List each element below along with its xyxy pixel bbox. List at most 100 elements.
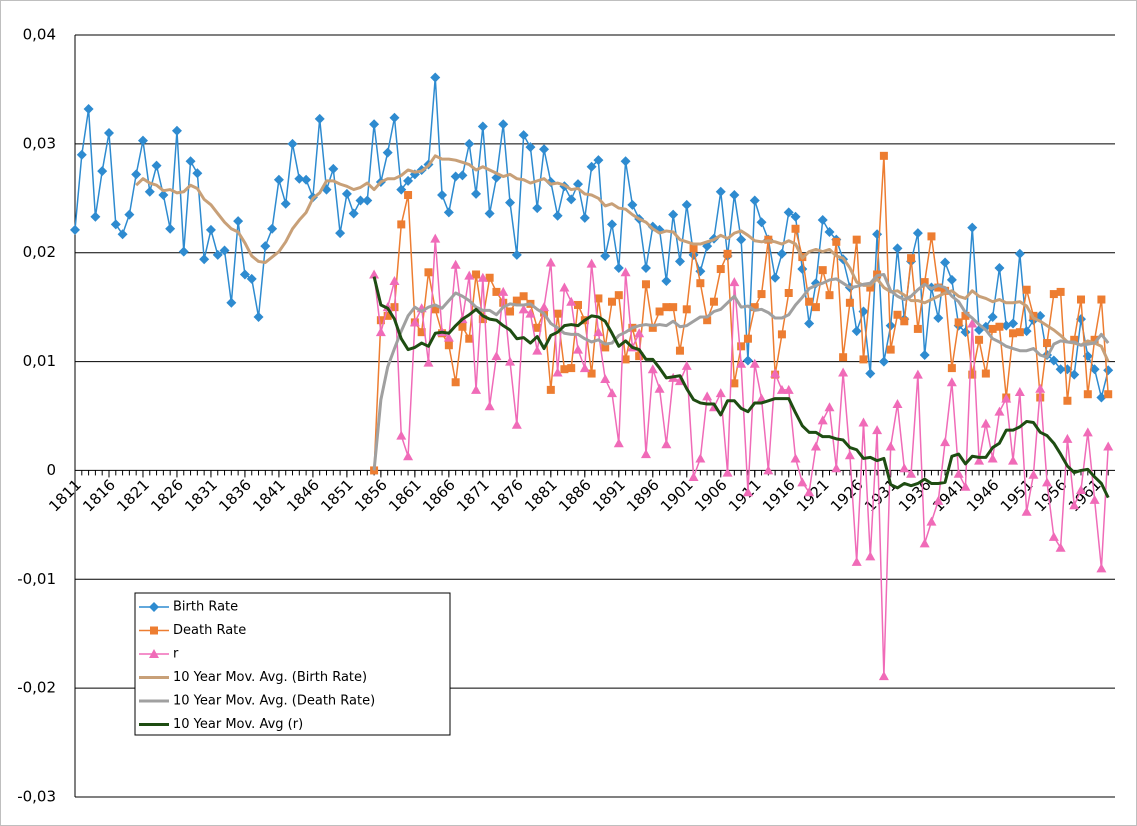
y-tick-label: 0,04: [23, 26, 56, 44]
marker: [737, 342, 746, 351]
marker: [790, 211, 801, 222]
marker: [273, 174, 284, 185]
marker: [226, 297, 237, 308]
marker: [376, 316, 385, 325]
marker: [185, 156, 196, 167]
marker: [383, 311, 392, 320]
marker: [199, 254, 210, 265]
marker: [607, 297, 616, 306]
marker: [471, 188, 482, 199]
marker: [593, 327, 604, 337]
marker: [375, 327, 386, 337]
marker: [567, 364, 576, 373]
marker: [389, 276, 400, 286]
marker: [1089, 494, 1100, 504]
marker: [994, 406, 1005, 416]
marker: [149, 602, 159, 612]
marker: [477, 272, 488, 282]
marker: [1035, 310, 1046, 321]
marker: [655, 307, 664, 316]
marker: [144, 186, 155, 197]
marker: [926, 516, 937, 526]
marker: [566, 296, 577, 306]
marker: [579, 212, 590, 223]
marker: [1083, 390, 1092, 399]
marker: [151, 160, 162, 171]
marker: [621, 355, 630, 364]
marker: [669, 303, 678, 312]
marker: [681, 360, 692, 370]
marker: [478, 315, 487, 324]
marker: [729, 190, 740, 201]
marker: [742, 355, 753, 366]
marker: [919, 538, 930, 548]
marker: [818, 266, 827, 275]
marker: [1103, 441, 1114, 451]
marker: [912, 228, 923, 239]
marker: [397, 220, 406, 229]
marker: [953, 468, 964, 478]
marker: [675, 346, 684, 355]
marker: [499, 298, 508, 307]
marker: [552, 367, 563, 377]
marker: [620, 267, 631, 277]
marker: [919, 350, 930, 361]
marker: [97, 166, 108, 177]
marker: [165, 223, 176, 234]
marker: [933, 313, 944, 324]
marker: [709, 297, 718, 306]
marker: [369, 119, 380, 130]
marker: [90, 211, 101, 222]
marker: [661, 439, 672, 449]
marker: [811, 303, 820, 312]
marker: [878, 356, 889, 367]
marker: [512, 296, 521, 305]
marker: [423, 357, 434, 367]
marker: [852, 235, 861, 244]
marker: [1048, 355, 1059, 366]
marker: [831, 463, 842, 473]
marker: [472, 270, 481, 279]
marker: [994, 262, 1005, 273]
marker: [409, 317, 420, 327]
y-tick-label: 0: [46, 461, 56, 479]
marker: [492, 287, 501, 296]
marker: [574, 300, 583, 309]
marker: [1009, 329, 1018, 338]
marker: [579, 363, 590, 373]
legend-label: Death Rate: [173, 623, 246, 638]
marker: [613, 262, 624, 273]
marker: [539, 302, 550, 312]
marker: [484, 401, 495, 411]
marker: [205, 224, 216, 235]
marker: [518, 130, 529, 141]
marker: [1049, 290, 1058, 299]
marker: [1069, 369, 1080, 380]
marker: [519, 292, 528, 301]
marker: [443, 332, 454, 342]
marker: [70, 224, 80, 235]
marker: [1021, 326, 1032, 337]
marker: [988, 324, 997, 333]
marker: [431, 305, 440, 314]
marker: [635, 352, 644, 361]
marker: [110, 219, 121, 230]
marker: [981, 369, 990, 378]
marker: [913, 324, 922, 333]
marker: [369, 269, 380, 279]
marker: [879, 151, 888, 160]
marker: [396, 430, 407, 440]
marker: [450, 259, 461, 269]
marker: [783, 207, 794, 218]
marker: [103, 127, 114, 138]
marker: [899, 463, 910, 473]
marker: [885, 441, 896, 451]
marker: [845, 298, 854, 307]
marker: [341, 188, 352, 199]
marker: [498, 286, 509, 296]
marker: [390, 303, 399, 312]
marker: [219, 245, 230, 256]
marker: [783, 384, 794, 394]
marker: [566, 194, 577, 205]
